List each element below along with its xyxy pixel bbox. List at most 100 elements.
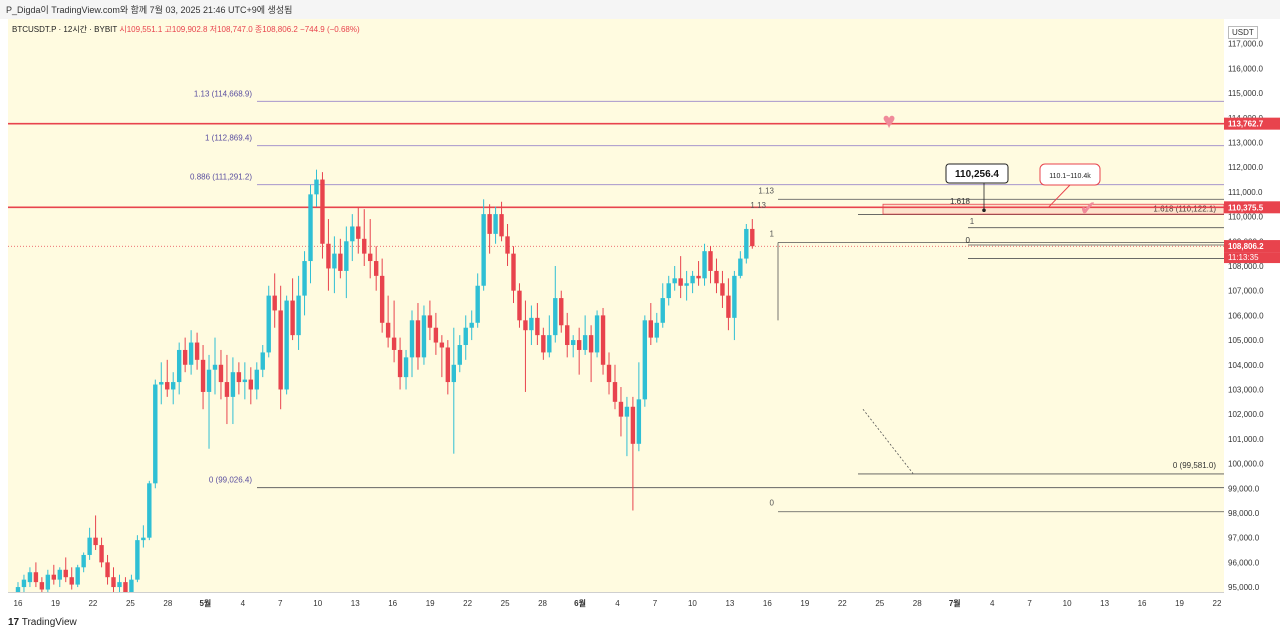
time-tick-label: 28 (913, 599, 922, 608)
candle-body (159, 382, 164, 385)
candle-body (290, 300, 295, 336)
price-tick-label: 111,000.0 (1228, 188, 1263, 197)
fib-label-small: 0 (966, 236, 971, 245)
candle-body (660, 298, 665, 323)
candle-body (553, 298, 558, 336)
candle (188, 330, 194, 375)
time-tick-label: 22 (1213, 599, 1222, 608)
candle-body (385, 322, 391, 338)
candle (15, 582, 21, 592)
candle (481, 199, 486, 291)
candle (565, 312, 570, 358)
candle-body (499, 214, 504, 237)
candle-body (57, 569, 62, 580)
candle-body (266, 295, 271, 353)
candle (744, 223, 749, 264)
time-tick-label: 13 (351, 599, 360, 608)
candle (385, 295, 391, 348)
candle-body (75, 567, 80, 585)
candle (469, 310, 474, 341)
candle-body (720, 283, 725, 296)
candle (409, 310, 415, 378)
candle-body (493, 214, 498, 234)
candle-body (612, 382, 618, 402)
candle-body (272, 295, 277, 311)
zone-callout-pointer (1048, 184, 1071, 208)
candle-body (39, 582, 45, 590)
candle-body (714, 270, 719, 284)
price-tick-label: 105,000.0 (1228, 336, 1264, 345)
price-axis-svg[interactable]: 95,000.0 96,000.0 97,000.0 98,000.0 99,000.0… (1224, 19, 1280, 592)
fib-label-small: 0 (99,581.0) (1173, 461, 1216, 470)
price-tick-label: 116,000.0 (1228, 64, 1264, 73)
symbol-info: BTCUSDT.P · 12시간 · BYBIT 시109,551.1 고109… (12, 24, 360, 35)
candle-body (302, 261, 307, 296)
candle (702, 243, 707, 286)
candle (99, 537, 104, 568)
chart-plot-area[interactable]: 1.13 (114,668.9) 1 (112,869.4) 0.886 (111,… (8, 19, 1225, 592)
candle (165, 359, 170, 397)
time-tick-label: 4 (241, 599, 246, 608)
candle (129, 574, 134, 592)
candle (726, 278, 731, 331)
candle-body (314, 179, 319, 195)
price-tick-label: 96,000.0 (1228, 558, 1260, 567)
candle (517, 283, 522, 328)
candle-body (415, 320, 421, 358)
candle (362, 209, 367, 266)
candle (714, 258, 719, 294)
time-axis-svg[interactable]: 16 19 22 25 28 5월 4 7 10 13 16 19 22 25 28 6월 4 7 10 13 16 19… (8, 593, 1224, 613)
candle (224, 354, 230, 425)
candle-body (672, 278, 677, 284)
candle (69, 567, 74, 590)
candle (135, 535, 140, 583)
candle-body (368, 253, 373, 262)
price-tick-label: 99,000.0 (1228, 484, 1260, 493)
candle-body (111, 577, 116, 588)
candle (33, 562, 39, 588)
candle-body (153, 384, 158, 484)
candle-body (547, 335, 552, 353)
candle (541, 327, 546, 360)
candle-body (200, 359, 206, 392)
candle-body (582, 335, 588, 350)
candle-body (678, 278, 683, 286)
tradingview-logo[interactable]: 17 TradingView (8, 617, 77, 628)
time-tick-label: 16 (388, 599, 397, 608)
chart-svg[interactable]: 1.13 (114,668.9) 1 (112,869.4) 0.886 (111,… (8, 19, 1224, 592)
candle-body (403, 357, 409, 378)
candle (547, 315, 552, 358)
time-tick-label: 22 (88, 599, 97, 608)
price-tick-label: 106,000.0 (1228, 311, 1264, 320)
candle-body (27, 572, 33, 583)
candle-body (63, 569, 68, 578)
candle (439, 335, 445, 378)
candle-body (594, 315, 600, 353)
candle (278, 285, 283, 410)
candle (636, 362, 642, 452)
fib-label-mid: 0 (770, 499, 775, 508)
candle-body (654, 322, 659, 338)
logo-text: TradingView (21, 617, 77, 628)
time-tick-label: 5월 (199, 598, 211, 608)
candle-body (505, 236, 510, 254)
candle-body (642, 320, 648, 400)
candle (600, 307, 606, 375)
price-axis[interactable]: 95,000.0 96,000.0 97,000.0 98,000.0 99,000.0… (1224, 19, 1280, 592)
price-tick-label: 102,000.0 (1228, 410, 1264, 419)
candle (266, 285, 271, 358)
candle-body (230, 372, 236, 397)
candle-body (248, 379, 254, 390)
candle (248, 367, 254, 405)
candle (171, 372, 176, 405)
candle (618, 387, 624, 437)
candle (499, 201, 504, 242)
time-axis[interactable]: 16 19 22 25 28 5월 4 7 10 13 16 19 22 25 28 6월 4 7 10 13 16 19… (8, 592, 1224, 613)
candle-body (224, 382, 230, 397)
candle-body (379, 275, 385, 323)
candle-body (397, 349, 403, 378)
logo-mark: 17 (8, 617, 20, 628)
currency-badge[interactable]: USDT (1228, 26, 1258, 39)
candle (475, 273, 480, 328)
candle-body (326, 243, 331, 269)
